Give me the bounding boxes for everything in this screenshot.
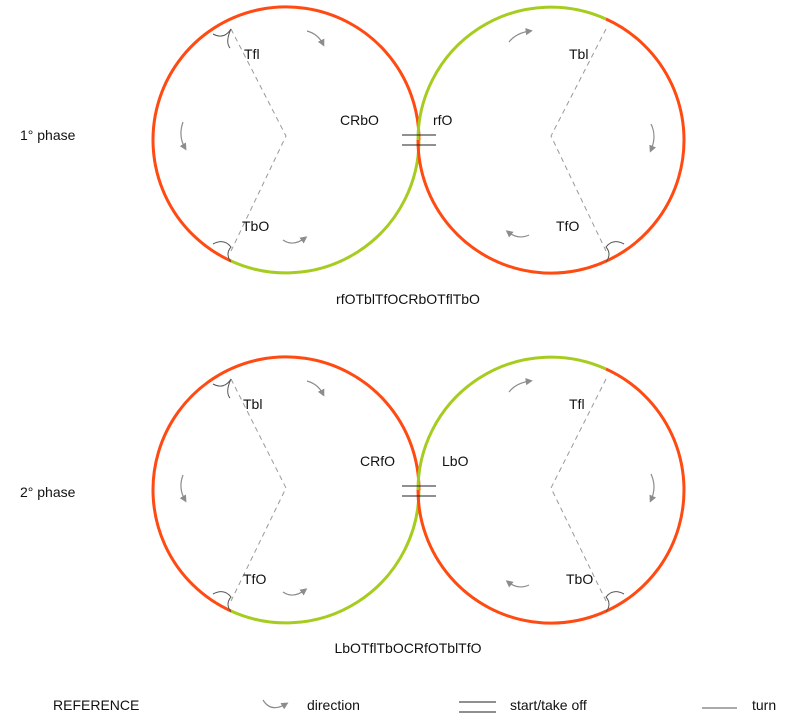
turn-legend-label: turn bbox=[752, 697, 776, 713]
left-bottom-label: TfO bbox=[243, 571, 266, 587]
left-circle-dashed-guide bbox=[230, 378, 287, 602]
left-top-direction-arrow bbox=[306, 30, 325, 47]
phase-1-left-circle: Tfl TbO CRbO bbox=[151, 5, 421, 275]
right-center-label: rfO bbox=[433, 112, 453, 128]
reference-title: REFERENCE bbox=[53, 697, 139, 713]
right-circle-green-arc bbox=[416, 5, 607, 141]
right-side-direction-arrow bbox=[649, 123, 657, 153]
right-side-direction-arrow bbox=[649, 473, 657, 503]
left-top-turn-mark bbox=[212, 28, 232, 49]
left-center-label: CRbO bbox=[340, 112, 379, 128]
left-bottom-label: TbO bbox=[242, 218, 269, 234]
right-bottom-turn-mark bbox=[605, 241, 625, 263]
left-top-turn-mark bbox=[212, 378, 232, 399]
right-bottom-label: TbO bbox=[566, 571, 593, 587]
phase-1-sequence: rfOTblTfOCRbOTflTbO bbox=[336, 291, 480, 307]
phase-2-group: 2° phase Tbl TfO CRfO Tfl TbO Lb bbox=[20, 355, 686, 656]
phase-1-label: 1° phase bbox=[20, 127, 76, 143]
left-circle-orange-arc bbox=[151, 355, 421, 613]
left-top-label: Tfl bbox=[244, 46, 260, 62]
right-top-label: Tfl bbox=[569, 396, 585, 412]
left-side-direction-arrow bbox=[179, 474, 187, 503]
right-bottom-direction-arrow bbox=[505, 230, 530, 238]
left-side-direction-arrow bbox=[179, 121, 187, 151]
reference-legend: REFERENCE direction start/take off turn bbox=[53, 697, 776, 713]
left-bottom-turn-mark bbox=[212, 241, 232, 263]
phase-2-label: 2° phase bbox=[20, 484, 76, 500]
left-bottom-direction-arrow bbox=[282, 588, 308, 596]
right-circle-orange-arc bbox=[416, 17, 686, 275]
left-top-direction-arrow bbox=[306, 380, 325, 397]
left-circle-green-arc bbox=[230, 489, 421, 625]
phase-2-right-circle: Tfl TbO LbO bbox=[416, 355, 686, 625]
right-bottom-turn-mark bbox=[605, 591, 625, 613]
right-top-direction-arrow bbox=[508, 28, 533, 43]
right-center-label: LbO bbox=[442, 453, 469, 469]
right-top-label: Tbl bbox=[569, 46, 588, 62]
phase-2-left-circle: Tbl TfO CRfO bbox=[151, 355, 421, 625]
right-top-direction-arrow bbox=[508, 378, 533, 393]
left-center-label: CRfO bbox=[360, 453, 395, 469]
right-circle-dashed-guide bbox=[550, 378, 607, 602]
right-circle-green-arc bbox=[416, 355, 607, 491]
direction-legend-label: direction bbox=[307, 697, 360, 713]
left-circle-green-arc bbox=[230, 139, 421, 275]
phase-1-group: 1° phase Tfl TbO CRbO Tbl TfO bbox=[20, 5, 686, 307]
right-circle-orange-arc bbox=[416, 367, 686, 625]
phase-2-sequence: LbOTflTbOCRfOTblTfO bbox=[334, 640, 481, 656]
right-bottom-label: TfO bbox=[556, 218, 579, 234]
right-bottom-direction-arrow bbox=[505, 580, 530, 588]
left-circle-orange-arc bbox=[151, 5, 421, 263]
left-bottom-turn-mark bbox=[212, 591, 232, 613]
left-bottom-direction-arrow bbox=[282, 236, 308, 244]
direction-legend-icon bbox=[262, 699, 289, 710]
right-circle-dashed-guide bbox=[550, 28, 607, 252]
phase-1-right-circle: Tbl TfO rfO bbox=[416, 5, 686, 275]
start-legend-label: start/take off bbox=[510, 697, 587, 713]
left-circle-dashed-guide bbox=[230, 28, 287, 252]
left-top-label: Tbl bbox=[243, 396, 262, 412]
